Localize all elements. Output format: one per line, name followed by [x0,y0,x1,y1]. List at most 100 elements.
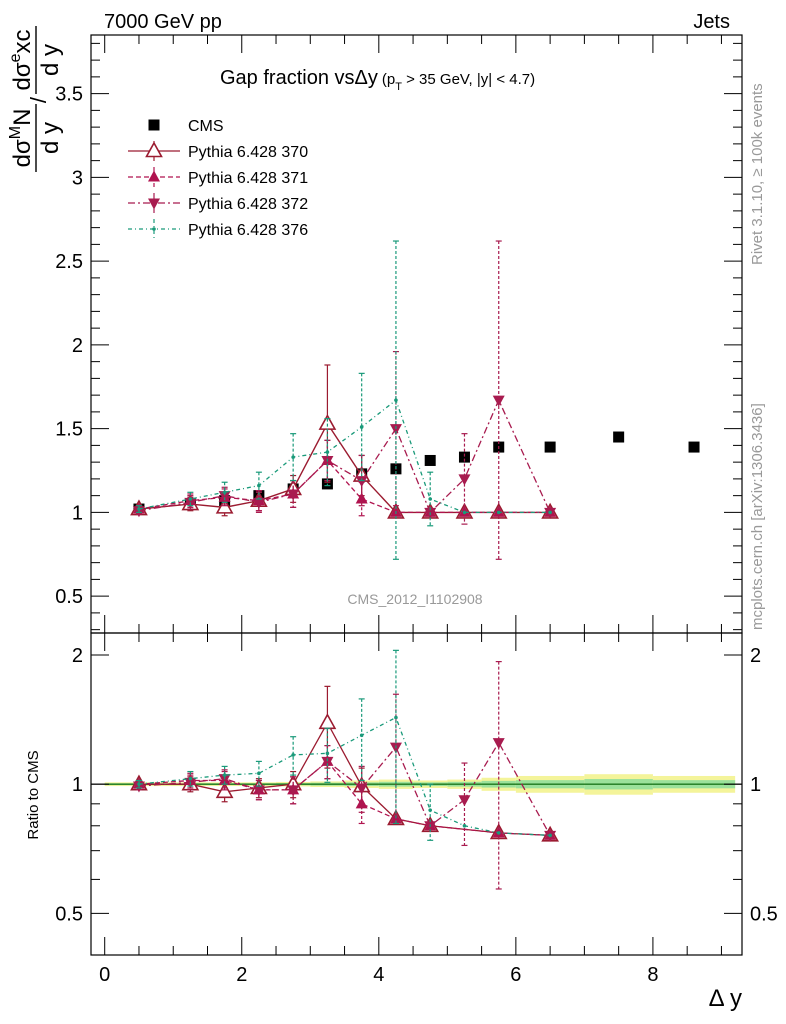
legend-item: Pythia 6.428 376 [128,219,308,239]
ratio-point [218,774,231,786]
series-line [138,399,551,514]
ratio-panel: 0.5 0.5 1 1 2 2 0 2 4 6 8 [55,632,778,986]
series-pythia-6-428-376 [135,240,552,560]
series-pythia-6-428-372 [132,240,557,560]
ratio-y-tick-label-left: 1 [72,774,83,796]
ratio-y-tick-label-right: 2 [750,645,761,667]
data-point [218,491,231,503]
legend-item: Pythia 6.428 370 [128,141,308,161]
ratio-point [222,773,227,777]
data-point [291,455,295,459]
ratio-point [252,785,265,797]
data-point [428,497,433,501]
legend-item: CMS [148,118,224,135]
legend-marker [148,119,160,131]
ratio-plot-frame [90,632,743,956]
y-tick-label: 1 [72,502,83,524]
ratio-y-tick-label-left: 0.5 [55,903,83,925]
header-category: Jets [693,11,730,33]
series-line [138,459,551,514]
data-point [252,497,265,509]
data-point [458,474,471,486]
ratio-series-line [138,716,551,836]
data-point [548,510,552,515]
ratio-point [257,771,261,776]
data-point [492,395,505,407]
ratio-point [492,738,505,750]
x-tick-label: 8 [647,964,658,986]
ylabel-left-numerator: dσMN [7,109,36,168]
ratio-y-axis-label: Ratio to CMS [25,750,42,839]
x-tick-label: 4 [373,964,384,986]
y-tick-label: 1.5 [55,419,83,441]
data-point [389,424,402,436]
legend-label: Pythia 6.428 371 [188,170,308,187]
legend-marker [148,170,160,182]
data-point [318,413,337,430]
data-point [544,441,556,453]
ratio-point [325,751,330,756]
ratio-series-line [138,741,551,836]
ylabel-right-denominator: d y [37,44,64,76]
data-point [394,398,398,402]
data-point [355,476,368,488]
ratio-series-pythia-6-428-370 [130,685,559,842]
data-point [325,450,330,454]
y-tick-label: 3 [72,167,83,189]
ratio-point [137,782,141,786]
ratio-series-line [138,760,551,836]
ratio-point [291,753,295,757]
legend-label: Pythia 6.428 370 [188,144,308,161]
series-line [138,422,551,514]
data-point [222,490,227,495]
data-point [287,489,300,501]
analysis-watermark: CMS_2012_I1102908 [347,591,482,607]
ratio-y-tick-label-right: 0.5 [750,903,778,925]
ratio-point [215,782,234,799]
y-tick-label: 2 [72,335,83,357]
y-tick-label: 0.5 [55,586,83,608]
legend-label: CMS [188,118,224,135]
legend-marker [152,227,156,231]
legend-marker [145,141,163,158]
data-point [496,510,501,515]
legend-label: Pythia 6.428 376 [188,222,308,239]
ratio-point [548,833,552,838]
ratio-point [496,831,501,835]
data-point [462,510,467,515]
ratio-y-tick-label-left: 2 [72,645,83,667]
ratio-point [428,808,433,812]
x-axis-label: Δ y [709,985,742,1012]
data-point [137,507,141,511]
mcplots-credit-text: mcplots.cern.ch [arXiv:1306.3436] [749,403,766,630]
y-tick-label: 3.5 [55,84,83,106]
series-cms [133,431,700,515]
ratio-point [462,823,467,828]
series-line [138,398,551,514]
legend-label: Pythia 6.428 372 [188,196,308,213]
ratio-point [458,795,471,807]
ratio-series-pythia-6-428-372 [132,660,557,890]
legend-item: Pythia 6.428 372 [128,193,308,213]
x-tick-label: 2 [236,964,247,986]
chart-title: Gap fraction vsΔy (pT > 35 GeV, |y| < 4.7… [220,67,535,93]
x-tick-label: 6 [510,964,521,986]
ratio-series-pythia-6-428-371 [132,744,557,840]
ratio-series-pythia-6-428-376 [135,649,552,841]
legend-item: Pythia 6.428 371 [128,167,308,187]
data-point [613,431,625,443]
series-pythia-6-428-370 [130,364,559,519]
data-point [257,483,261,488]
data-point [688,441,700,453]
data-point [359,425,364,429]
data-point [458,451,470,463]
ratio-point [287,785,300,797]
y-tick-label: 2.5 [55,251,83,273]
chart-title-cut: (pT > 35 GeV, |y| < 4.7) [382,71,535,93]
ratio-point [188,776,193,781]
ratio-point [321,756,334,768]
ylabel-slash: / [26,96,51,103]
ratio-point [355,783,368,795]
